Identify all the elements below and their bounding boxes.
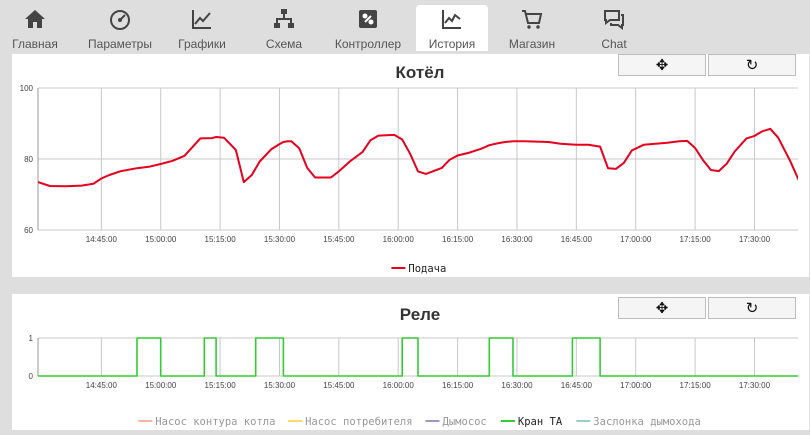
history-chart-icon [416,7,488,31]
tab-chat[interactable]: Chat [586,5,642,51]
x-tick-label: 17:00:00 [620,235,652,244]
schema-icon [249,7,319,31]
move-icon: ✥ [655,57,669,74]
y-tick-label: 60 [24,226,33,235]
tab-history-chart[interactable]: История [416,5,488,51]
x-tick-label: 14:45:00 [86,235,118,244]
main-tab-bar: Главная Параметры Графики Схема Контроллер Ис… [0,0,810,51]
x-tick-label: 15:00:00 [145,381,177,390]
tab-label: Магазин [508,37,556,51]
x-tick-label: 16:00:00 [383,235,415,244]
reset-zoom-button[interactable]: ↻ [708,297,796,319]
series-line [38,127,798,188]
x-tick-label: 17:00:00 [620,381,652,390]
x-tick-label: 17:30:00 [739,235,771,244]
x-tick-label: 15:15:00 [205,381,237,390]
x-tick-label: 16:15:00 [442,381,474,390]
x-tick-label: 15:45:00 [323,235,355,244]
refresh-icon: ↻ [745,57,759,74]
tab-schema[interactable]: Схема [249,5,319,51]
x-tick-label: 15:00:00 [145,235,177,244]
x-tick-label: 16:45:00 [561,235,593,244]
x-tick-label: 15:30:00 [264,235,296,244]
controller-icon [325,7,411,31]
y-tick-label: 80 [24,155,33,164]
tab-gauge[interactable]: Параметры [78,5,162,51]
x-tick-label: 17:15:00 [680,235,712,244]
tab-label: Параметры [88,37,152,51]
legend-item: Дымосос [443,416,487,428]
y-tick-label: 100 [20,84,34,93]
chart-title: Реле [400,305,440,324]
refresh-icon: ↻ [745,300,759,317]
tab-label: Главная [12,37,58,51]
tab-label: Chat [601,37,627,51]
chart-line-icon [168,7,236,31]
legend-item: Кран ТА [518,416,563,428]
relay-chart-panel: ✥ ↻ Реле 0 1 14:45:00 15:00:00 15:15:00 15:30:… [12,294,809,430]
pan-button[interactable]: ✥ [618,297,706,319]
tab-home[interactable]: Главная [5,5,65,51]
legend-item: Заслонка дымохода [593,416,700,428]
reset-zoom-button[interactable]: ↻ [708,54,796,76]
legend-item: Насос потребителя [305,416,412,428]
pan-button[interactable]: ✥ [618,54,706,76]
boiler-chart[interactable]: Котёл 60 80 100 14:45:00 15:00:00 15:15:00 15:3… [12,54,809,277]
series-line [38,337,798,377]
x-tick-label: 17:15:00 [680,381,712,390]
x-tick-label: 16:45:00 [561,381,593,390]
tab-label: Схема [265,37,303,51]
x-tick-label: 17:30:00 [739,381,771,390]
tab-label: Графики [178,37,226,51]
legend-item: Насос контура котла [155,416,275,428]
x-tick-label: 15:45:00 [323,381,355,390]
x-tick-label: 16:15:00 [442,235,474,244]
x-tick-label: 16:00:00 [383,381,415,390]
x-tick-label: 15:30:00 [264,381,296,390]
x-tick-label: 16:30:00 [501,381,533,390]
x-tick-label: 14:45:00 [86,381,118,390]
gauge-icon [78,7,162,31]
x-tick-label: 15:15:00 [205,235,237,244]
move-icon: ✥ [655,300,669,317]
chart-legend: Насос контура котла Насос потребителя Дымо… [138,416,701,428]
x-tick-label: 16:30:00 [501,235,533,244]
tab-cart[interactable]: Магазин [495,5,569,51]
y-tick-label: 1 [29,334,34,343]
tab-chart-line[interactable]: Графики [168,5,236,51]
boiler-chart-panel: ✥ ↻ Котёл 60 80 100 14:45:00 15:00:00 15:15:00… [12,54,809,277]
home-icon [5,7,65,31]
cart-icon [495,7,569,31]
y-tick-label: 0 [29,372,34,381]
chat-icon [586,7,642,31]
relay-chart[interactable]: Реле 0 1 14:45:00 15:00:00 15:15:00 15:30:00 15… [12,294,809,430]
chart-legend: Подача [391,263,446,275]
tab-label: Контроллер [334,37,402,51]
tab-label: История [428,37,476,51]
chart-title: Котёл [396,63,445,82]
legend-item: Подача [408,263,446,275]
tab-controller[interactable]: Контроллер [325,5,411,51]
